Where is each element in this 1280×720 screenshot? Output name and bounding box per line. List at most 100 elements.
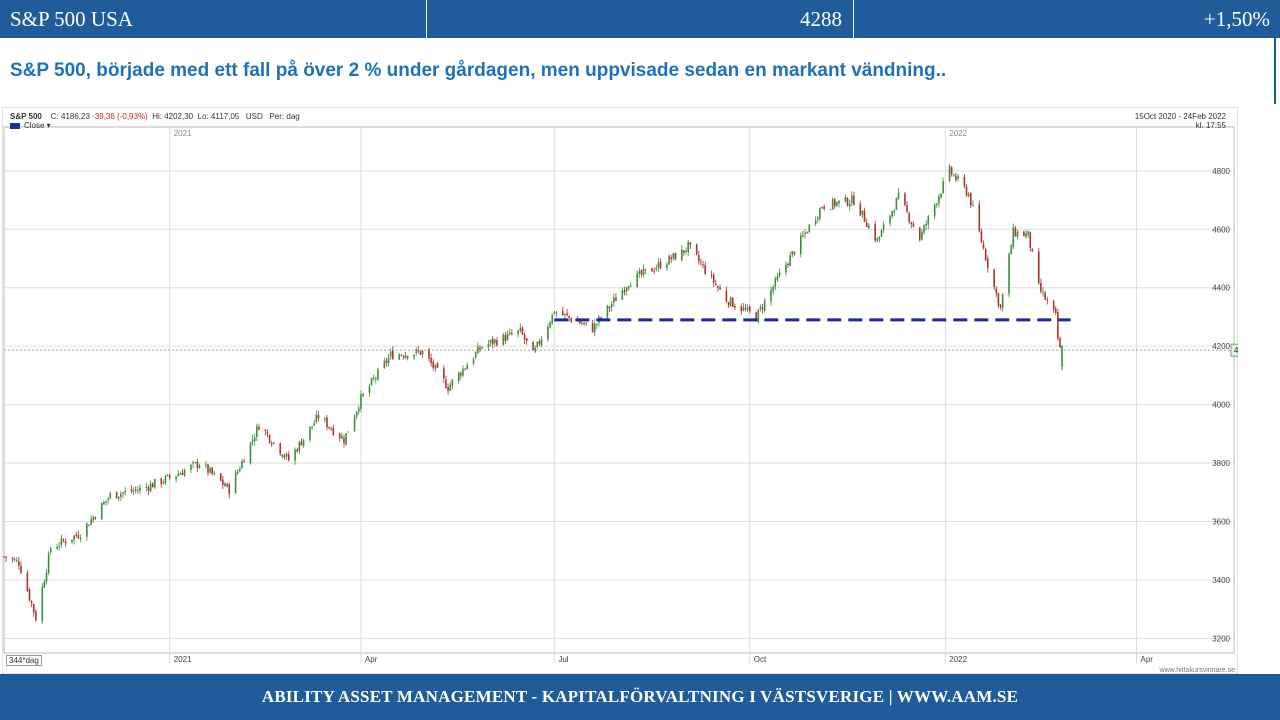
index-price: 4288 [800,7,842,31]
candle-body [670,257,672,260]
candle-body [419,351,422,355]
x-tick-label: 2021 [174,655,192,664]
candle-body [625,287,628,291]
x-tick-label: Apr [365,655,378,664]
candle-body [47,553,50,573]
candle-body [880,230,883,237]
candle-body [593,323,596,333]
candle-body [925,224,927,226]
candle-body [451,379,454,386]
candle-body [134,489,137,491]
candle-body [35,611,37,621]
candle-body [596,323,598,325]
candle-body [695,244,698,255]
candle-body [168,475,171,478]
candle-body [190,464,192,471]
candle-body [436,363,439,368]
candle-body [400,355,403,357]
candle-body [993,269,995,288]
candle-body [1014,228,1017,237]
candle-body [1008,254,1010,294]
candle-body [672,253,675,259]
candle-body [861,210,864,215]
candle-body [772,287,774,292]
candle-body [464,368,466,370]
candle-body [787,263,789,266]
candle-body [368,386,371,393]
candle-body [1025,233,1027,237]
candle-body [778,272,781,277]
candle-body [836,202,838,206]
candle-body [160,478,163,485]
candle-body [181,472,184,476]
candle-body [740,306,743,312]
candle-body [430,357,432,363]
last-price-label: 4186,2 [1234,346,1238,355]
candle-body [472,359,475,364]
candle-body [980,231,983,243]
x-tick-label-top: 2022 [949,129,967,138]
candle-body [532,341,534,351]
candle-body [717,286,719,288]
chart-period: Per: dag [269,112,300,121]
candle-body [950,167,953,175]
candle-body [358,408,360,412]
candle-body [969,192,972,206]
candle-body [449,384,452,391]
candle-body [372,378,375,380]
candle-body [222,479,224,485]
candle-body [477,346,479,354]
candle-body [117,496,120,499]
y-tick-label: 4400 [1212,284,1230,293]
candle-body [744,308,747,310]
legend-label: Close [24,121,45,130]
candle-body [273,442,275,444]
chart-header: S&P 500 C: 4186,23 -39,36 (-0,93%) Hi: 4… [10,112,300,121]
candle-body [785,264,787,273]
candle-body [347,431,350,433]
candle-body [806,232,808,234]
candle-body [823,206,825,209]
candle-body [413,354,415,358]
candle-body [462,368,464,376]
candle-body [536,341,539,347]
candle-body [908,213,910,222]
candle-body [566,313,568,316]
candle-body [11,558,14,560]
candle-body [982,243,985,249]
candle-body [776,276,779,280]
candle-body [130,489,133,492]
candle-body [283,455,286,457]
candle-body [460,373,462,376]
candle-body [13,559,16,561]
chart-currency: USD [245,112,263,121]
y-tick-label: 3800 [1212,459,1230,468]
candle-body [791,251,794,255]
candle-body [124,490,126,493]
candle-body [1023,231,1025,237]
candle-body [392,350,394,360]
y-tick-label: 3200 [1212,634,1230,643]
candle-body [375,377,377,379]
candle-body [228,484,231,494]
candle-body [615,297,617,302]
candle-body [725,290,728,302]
candle-body [732,298,734,307]
candle-body [62,539,65,541]
candle-body [763,300,766,311]
candle-body [491,338,494,345]
candle-body [1027,230,1029,235]
candle-body [846,197,849,206]
candle-body [115,491,118,499]
candle-body [264,430,267,432]
candle-body [644,269,647,271]
candle-body [243,460,245,463]
candle-body [978,204,981,232]
candle-body [328,426,330,428]
candle-body [313,423,316,426]
candle-body [774,278,777,287]
title-divider [853,0,854,38]
candle-body [239,468,241,472]
candle-body [415,349,418,354]
candle-body [75,534,78,536]
